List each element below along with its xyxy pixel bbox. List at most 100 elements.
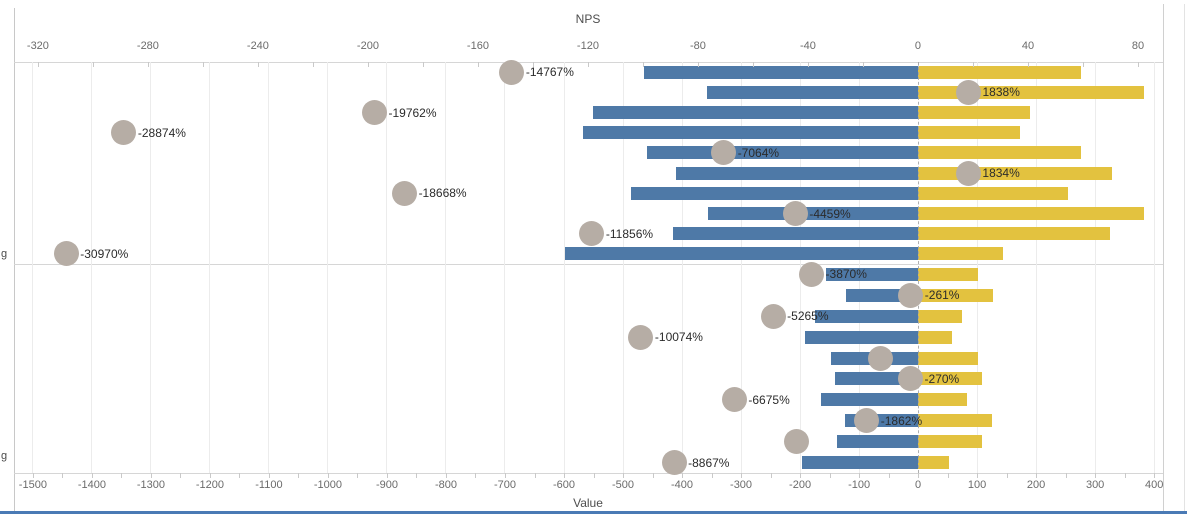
- bar-negative[interactable]: [676, 166, 919, 180]
- bottom-axis-tick: [593, 473, 595, 478]
- bar-positive[interactable]: [918, 85, 1145, 99]
- bottom-axis-tick-label: 100: [967, 479, 987, 491]
- bar-positive[interactable]: [918, 309, 963, 323]
- gridline: [327, 62, 329, 473]
- bar-negative[interactable]: [647, 146, 919, 160]
- bottom-axis-tick-label: -1200: [195, 479, 224, 491]
- nps-circle[interactable]: [760, 303, 786, 329]
- bar-positive[interactable]: [918, 288, 994, 302]
- nps-circle-label: -3870%: [825, 267, 867, 282]
- nps-circle[interactable]: [661, 450, 687, 476]
- bar-positive[interactable]: [918, 207, 1145, 220]
- bar-positive[interactable]: [918, 106, 1031, 119]
- nps-circle[interactable]: [579, 221, 605, 247]
- bar-negative[interactable]: [834, 372, 919, 386]
- bar-negative[interactable]: [630, 186, 919, 200]
- bottom-axis-tick: [180, 473, 182, 478]
- bar-positive[interactable]: [918, 126, 1021, 140]
- bottom-axis-tick-label: 300: [1085, 479, 1105, 491]
- nps-circle[interactable]: [53, 241, 79, 267]
- gridline: [622, 62, 624, 473]
- bar-negative[interactable]: [644, 65, 919, 79]
- nps-circle[interactable]: [956, 79, 981, 105]
- top-axis-tick: [1082, 62, 1084, 67]
- bar-positive[interactable]: [918, 435, 982, 449]
- nps-circle-label: -28874%: [137, 125, 186, 140]
- top-axis-tick: [257, 62, 259, 67]
- bar-positive[interactable]: [918, 146, 1081, 160]
- nps-circle[interactable]: [868, 345, 894, 371]
- bar-negative[interactable]: [801, 456, 919, 470]
- gridline: [681, 62, 683, 473]
- top-axis-tick: [147, 62, 149, 67]
- top-axis-tick-label: -40: [800, 40, 816, 52]
- bottom-axis-tick-label: 200: [1026, 479, 1046, 491]
- nps-circle[interactable]: [784, 429, 810, 455]
- gridline: [1035, 62, 1037, 473]
- nps-circle[interactable]: [854, 408, 880, 434]
- bar-negative[interactable]: [582, 126, 919, 140]
- top-axis-tick: [752, 62, 754, 67]
- nps-circle[interactable]: [711, 140, 737, 166]
- bar-negative[interactable]: [804, 330, 919, 344]
- nps-circle[interactable]: [721, 387, 747, 413]
- bottom-axis-tick: [150, 473, 152, 478]
- top-axis-tick: [587, 62, 589, 67]
- panel-divider: [14, 264, 1163, 265]
- nps-circle[interactable]: [392, 180, 418, 206]
- gridline: [1153, 62, 1155, 473]
- top-axis-tick-label: -120: [576, 40, 599, 52]
- bar-positive[interactable]: [918, 330, 953, 344]
- nps-circle[interactable]: [898, 366, 924, 392]
- nps-circle-label: -270%: [924, 371, 960, 386]
- bar-negative[interactable]: [837, 435, 919, 449]
- bottom-axis-tick-label: -700: [493, 479, 516, 491]
- bar-positive[interactable]: [918, 393, 968, 407]
- nps-circle[interactable]: [361, 100, 387, 125]
- bottom-axis-tick: [1006, 473, 1008, 478]
- bar-positive[interactable]: [918, 414, 992, 428]
- gridline: [740, 62, 742, 473]
- nps-circle[interactable]: [799, 261, 825, 287]
- nps-circle-label: -10074%: [654, 330, 703, 345]
- bar-positive[interactable]: [918, 65, 1081, 79]
- bar-positive[interactable]: [918, 351, 979, 365]
- bar-positive[interactable]: [918, 247, 1004, 261]
- bar-negative[interactable]: [706, 85, 919, 99]
- bar-negative[interactable]: [821, 393, 919, 407]
- bar-negative[interactable]: [708, 207, 919, 220]
- gridline: [976, 62, 978, 473]
- bar-negative[interactable]: [565, 247, 919, 261]
- bar-negative[interactable]: [673, 227, 919, 241]
- bar-negative[interactable]: [826, 267, 919, 281]
- top-axis-tick: [367, 62, 369, 67]
- nps-circle-label: -5265%: [787, 309, 829, 324]
- bottom-axis-tick: [298, 473, 300, 478]
- nps-circle[interactable]: [782, 201, 808, 226]
- bar-positive[interactable]: [918, 227, 1110, 241]
- nps-circle[interactable]: [111, 120, 137, 146]
- gridline: [91, 62, 93, 473]
- bar-positive[interactable]: [918, 186, 1068, 200]
- bottom-axis-tick: [1065, 473, 1067, 478]
- bottom-axis-tick: [859, 473, 861, 478]
- bar-positive[interactable]: [918, 456, 950, 470]
- top-axis-tick-label: 80: [1131, 40, 1145, 52]
- bar-positive[interactable]: [918, 267, 979, 281]
- nps-circle-label: -30970%: [80, 246, 129, 261]
- nps-circle[interactable]: [628, 324, 654, 350]
- bottom-axis-tick: [800, 473, 802, 478]
- nps-circle[interactable]: [898, 282, 924, 308]
- bottom-axis-tick: [947, 473, 949, 478]
- nps-circle-label: 1834%: [982, 166, 1020, 181]
- bar-negative[interactable]: [814, 309, 919, 323]
- bar-negative[interactable]: [592, 106, 919, 119]
- bar-positive[interactable]: [918, 372, 982, 386]
- top-axis-tick: [37, 62, 39, 67]
- top-axis-tick: [477, 62, 479, 67]
- nps-circle[interactable]: [955, 160, 981, 186]
- nps-circle[interactable]: [499, 59, 525, 85]
- bottom-axis-tick: [829, 473, 831, 478]
- top-axis-tick-label: 0: [914, 40, 922, 52]
- bottom-axis-tick: [357, 473, 359, 478]
